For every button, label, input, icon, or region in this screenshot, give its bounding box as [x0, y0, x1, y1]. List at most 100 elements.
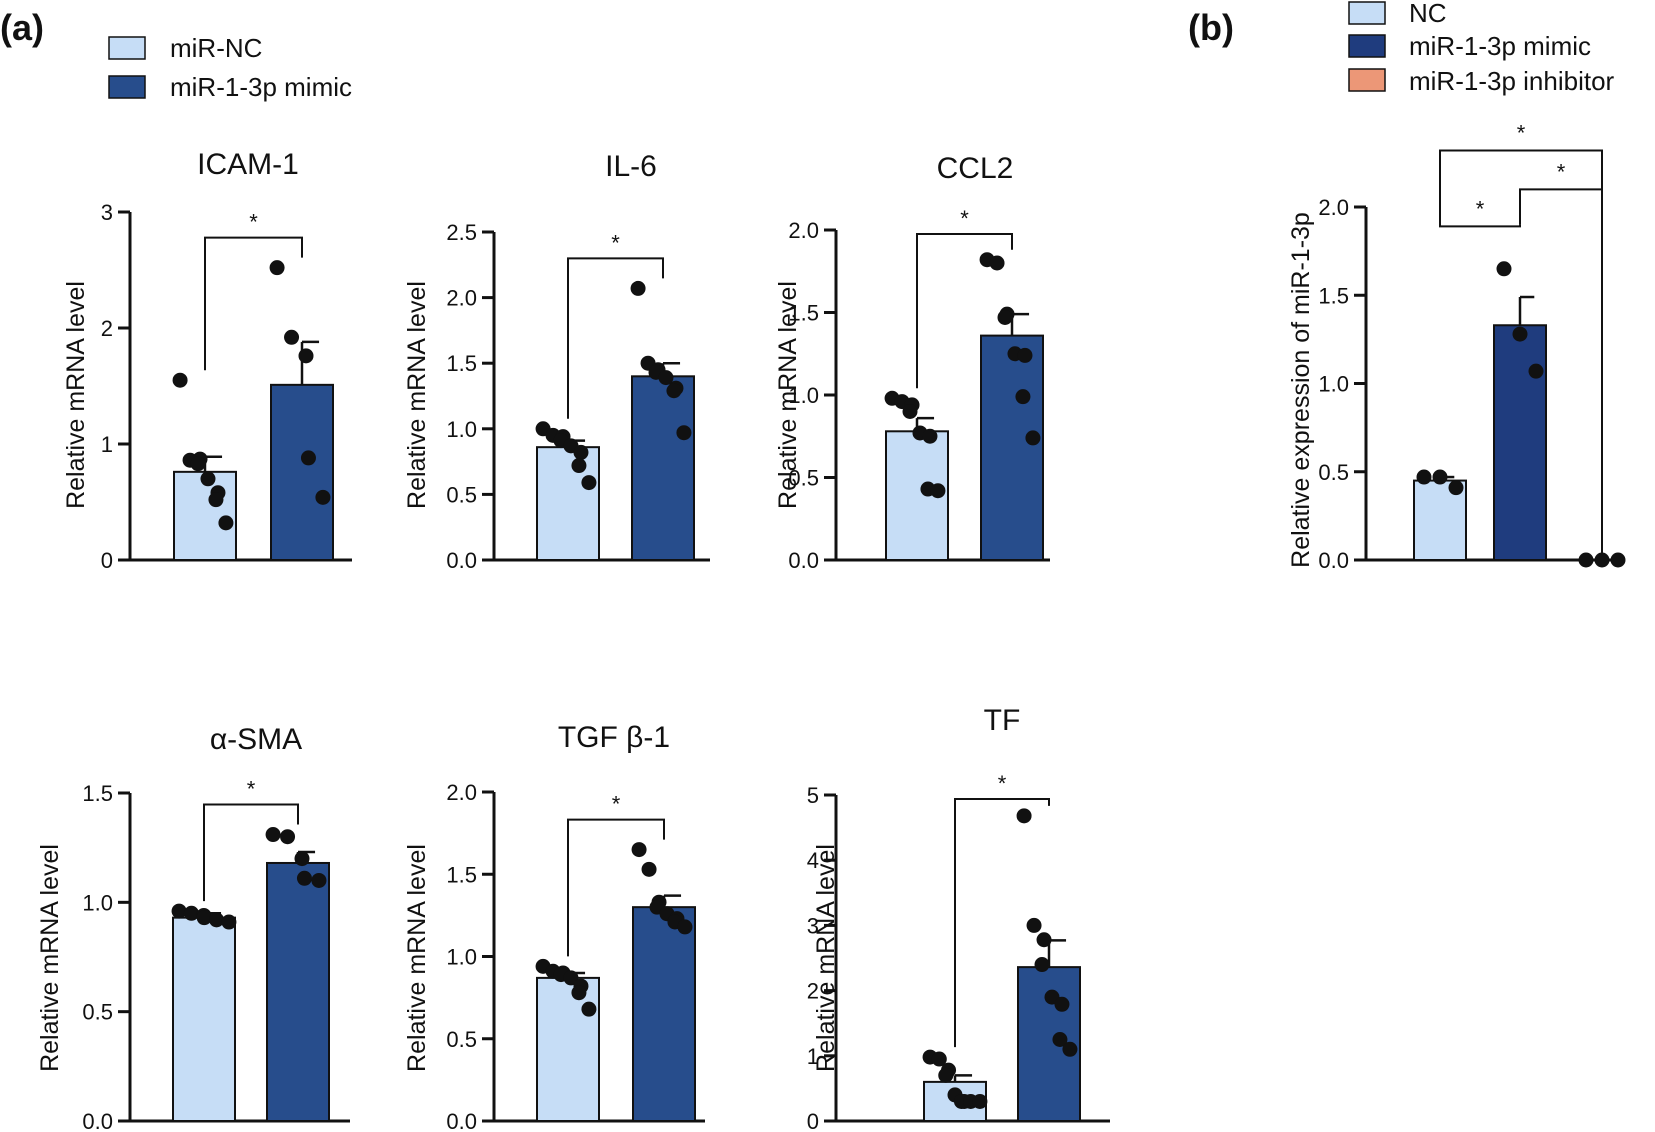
significance-bracket: [203, 803, 299, 902]
y-tick-label: 1.5: [446, 862, 477, 887]
data-point: [183, 905, 199, 921]
y-axis-label: Relative mRNA level: [403, 844, 431, 1072]
data-point: [298, 348, 314, 364]
significance-bracket: [954, 798, 1050, 1048]
data-point: [1416, 469, 1432, 485]
data-point: [1594, 552, 1610, 568]
significance-bracket: [916, 233, 1013, 389]
legend-b: NC miR-1-3p mimic miR-1-3p inhibitor: [1348, 0, 1615, 96]
y-tick-label: 1.5: [446, 351, 477, 376]
data-point: [221, 914, 237, 930]
data-point: [571, 458, 587, 474]
y-axis-label: Relative mRNA level: [403, 281, 431, 509]
y-tick-label: 2.0: [446, 780, 477, 805]
significance-bracket: [567, 257, 664, 419]
significance-bracket: [1439, 149, 1603, 555]
y-tick-label: 3: [807, 913, 819, 938]
data-point: [1034, 957, 1050, 973]
significance-bracket: [204, 236, 303, 371]
data-point: [630, 280, 646, 296]
y-tick-label: 0: [101, 548, 113, 573]
data-point: [1054, 996, 1070, 1012]
y-tick-label: 0.0: [446, 1109, 477, 1132]
significance-label: *: [998, 771, 1007, 796]
y-tick-label: 0.5: [82, 1000, 113, 1025]
legend-b-swatch-inhibitor: [1348, 68, 1386, 92]
data-point: [1432, 469, 1448, 485]
data-point: [280, 829, 296, 845]
data-point: [1026, 917, 1042, 933]
y-tick-label: 1.0: [1318, 372, 1349, 397]
data-point: [571, 985, 587, 1001]
bar-mir-nc: [536, 976, 600, 1123]
significance-bracket: [1439, 207, 1521, 228]
y-tick-label: 0.5: [788, 466, 819, 491]
chart-title: CCL2: [937, 152, 1014, 185]
data-point: [190, 456, 206, 472]
y-tick-label: 2.0: [788, 218, 819, 243]
data-point: [269, 260, 285, 276]
significance-label: *: [247, 777, 256, 802]
y-tick-label: 1.0: [82, 890, 113, 915]
data-point: [573, 444, 589, 460]
y-tick-label: 2: [807, 979, 819, 1004]
data-point: [1578, 552, 1594, 568]
legend-b-swatch-mimic: [1348, 34, 1386, 58]
y-tick-label: 0.0: [1318, 548, 1349, 573]
bar-mir-nc: [536, 446, 600, 561]
chart-asma: α-SMA Relative mRNA level 0.0 0.5 1.0 1.5 *: [36, 723, 350, 1132]
data-point: [931, 1051, 947, 1067]
data-point: [972, 1093, 988, 1109]
data-point: [1448, 480, 1464, 496]
data-point: [1017, 347, 1033, 363]
y-tick-label: 0.5: [446, 482, 477, 507]
y-tick-label: 0.0: [446, 548, 477, 573]
legend-a-label-mimic: miR-1-3p mimic: [170, 72, 352, 102]
data-point: [930, 483, 946, 499]
y-tick-label: 1.5: [788, 301, 819, 326]
data-point: [311, 872, 327, 888]
data-point: [171, 903, 187, 919]
y-tick-label: 0.5: [1318, 460, 1349, 485]
data-point: [1062, 1041, 1078, 1057]
y-axis-label: Relative mRNA level: [62, 281, 90, 509]
y-tick-label: 3: [101, 200, 113, 225]
y-tick-label: 4: [807, 848, 819, 873]
legend-a: miR-NC miR-1-3p mimic: [108, 33, 352, 102]
data-point: [989, 255, 1005, 271]
panel-label-a: (a): [0, 7, 44, 48]
y-tick-label: 2: [101, 316, 113, 341]
legend-a-label-nc: miR-NC: [170, 33, 262, 63]
y-axis-label: Relative mRNA level: [774, 281, 802, 509]
bar-mir-1-3p-mimic: [980, 334, 1044, 561]
data-point: [666, 383, 682, 399]
data-point: [631, 842, 647, 858]
significance-label: *: [611, 230, 620, 255]
data-point: [200, 471, 216, 487]
y-tick-label: 1.5: [82, 781, 113, 806]
data-point: [1496, 261, 1512, 277]
chart-title: α-SMA: [210, 723, 302, 756]
y-tick-label: 1: [807, 1044, 819, 1069]
data-point: [563, 970, 579, 986]
data-point: [284, 329, 300, 345]
y-tick-label: 0.5: [446, 1027, 477, 1052]
chart-icam1: ICAM-1 Relative mRNA level 0 1 2 3 *: [62, 148, 352, 573]
data-point: [658, 370, 674, 386]
y-tick-label: 5: [807, 783, 819, 808]
chart-title: ICAM-1: [197, 148, 299, 181]
data-point: [922, 428, 938, 444]
y-axis-label: Relative mRNA level: [36, 844, 64, 1072]
legend-b-label-mimic: miR-1-3p mimic: [1409, 31, 1591, 61]
chart-title: TGF β-1: [558, 721, 670, 754]
data-point: [265, 827, 281, 843]
legend-a-swatch-mimic: [108, 75, 146, 99]
y-tick-label: 1.0: [446, 417, 477, 442]
legend-b-label-nc: NC: [1409, 0, 1447, 28]
bar-mir-nc: [172, 916, 236, 1123]
significance-label: *: [1557, 159, 1566, 184]
data-point: [172, 372, 188, 388]
data-point: [209, 912, 225, 928]
y-tick-label: 2.0: [1318, 195, 1349, 220]
